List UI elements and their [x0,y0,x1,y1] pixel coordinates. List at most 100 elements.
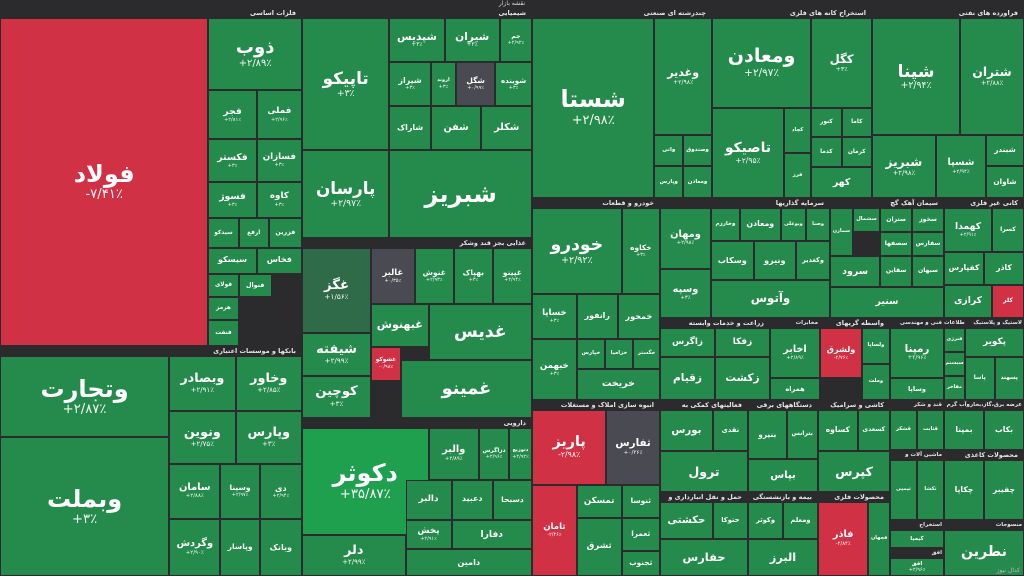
stock-tile[interactable]: ثشرق [576,517,622,576]
stock-tile[interactable]: نقدی [712,410,748,451]
stock-tile[interactable]: کاذر [984,252,1024,285]
stock-tile[interactable]: ونوین +۲/۷۵٪ [169,411,236,464]
stock-tile[interactable]: وغدیر +۲/۹۸٪ [654,18,712,135]
stock-tile[interactable]: خبهمن +۳٪ [532,338,577,400]
stock-tile[interactable]: شپنا +۲/۹۴٪ [872,18,961,135]
stock-tile[interactable]: رمپنا +۲/۹۶٪ [890,328,944,379]
stock-tile[interactable]: کیمیا [890,530,944,548]
stock-tile[interactable]: دسبحا [492,479,532,520]
stock-tile[interactable]: فنوال [238,273,272,297]
stock-tile[interactable]: قشکر [890,410,917,450]
stock-tile[interactable]: زاگرس [660,328,715,357]
stock-tile[interactable]: پارسان +۲/۹۷٪ [302,150,390,238]
stock-tile[interactable]: کاوه +۳٪ [256,182,302,219]
stock-tile[interactable]: فاذر -۲/۸۴٪ [818,502,869,576]
stock-tile[interactable]: دی +۲/۹۴٪ [259,463,302,519]
stock-tile[interactable]: فولاد -۷/۴۱٪ [0,18,209,346]
stock-tile[interactable]: وسکاب [711,241,754,280]
stock-tile[interactable]: خمحور [617,294,660,339]
stock-tile[interactable]: پخش +۲/۹۱٪ [405,519,452,550]
stock-tile[interactable]: خپارس [576,338,605,370]
stock-tile[interactable]: سمازن [830,208,853,257]
stock-tile[interactable]: فجر +۲/۸۱٪ [208,90,257,140]
stock-tile[interactable]: اروند +۳٪ [430,62,457,106]
stock-tile[interactable]: شبریز [389,150,532,238]
stock-tile[interactable]: خزامیا [604,338,634,370]
stock-tile[interactable]: شکلر [481,106,532,150]
stock-tile[interactable]: فنرژی [944,328,965,352]
stock-tile[interactable]: شبریز +۲/۹۸٪ [872,135,936,198]
stock-tile[interactable]: وبانک [259,518,302,576]
stock-tile[interactable]: جم +۲/۹۲٪ [499,18,532,62]
stock-tile[interactable]: پکویر [965,328,1024,357]
stock-tile[interactable]: کسرا [992,208,1024,252]
stock-tile[interactable]: ومعلم [783,502,818,539]
stock-tile[interactable]: شستا +۲/۹۸٪ [532,18,655,198]
stock-tile[interactable]: ثجنوب [621,551,660,576]
stock-tile[interactable]: واتی [654,135,684,166]
stock-tile[interactable]: ولشرق -۲/۷۶٪ [820,328,862,379]
stock-tile[interactable]: اخابر +۲/۸۹٪ [770,328,820,379]
stock-tile[interactable]: قثابت [917,410,944,450]
stock-tile[interactable]: حتوکا [712,502,748,539]
stock-tile[interactable]: وپاسار [220,518,260,576]
stock-tile[interactable]: دعبید [451,479,493,520]
stock-tile[interactable]: وپارس [654,165,684,198]
stock-tile[interactable]: کسعدی [857,410,890,451]
stock-tile[interactable]: وکوثر [748,502,783,539]
stock-tile[interactable]: بپاس [748,459,818,492]
stock-tile[interactable]: سقاین [880,256,913,288]
stock-tile[interactable]: کپرس [818,451,890,492]
stock-tile[interactable]: البرز [748,539,818,576]
stock-tile[interactable]: سخوز [912,208,944,233]
stock-tile[interactable]: کرازی [944,285,992,318]
stock-tile[interactable]: والبر +۲/۸۹٪ [428,428,480,480]
stock-tile[interactable]: شفن [430,106,482,150]
stock-tile[interactable]: شتران +۲/۸۸٪ [960,18,1024,135]
stock-tile[interactable]: فکستر +۳٪ [208,139,257,182]
stock-tile[interactable]: وسپه +۳٪ [660,268,711,318]
stock-tile[interactable]: شیفته +۲/۹۹٪ [302,333,371,376]
stock-tile[interactable]: وساپا [890,378,944,400]
stock-tile[interactable]: فسازان +۳٪ [256,139,302,182]
stock-tile[interactable]: فخاس [256,247,302,274]
stock-tile[interactable]: ومعادن [739,208,781,241]
stock-tile[interactable]: بترانس [786,410,818,460]
stock-tile[interactable]: غنوش +۲/۹۳٪ [414,248,454,305]
stock-tile[interactable]: ومعادن +۲/۹۷٪ [712,18,812,108]
stock-tile[interactable]: تپمپی [890,460,917,520]
stock-tile[interactable]: غدیس [428,304,532,361]
stock-tile[interactable]: کوچین +۳٪ [302,375,371,418]
stock-tile[interactable]: کهر [811,167,872,198]
stock-tile[interactable]: ثنوسا [621,484,660,518]
stock-tile[interactable]: تکشا [917,460,944,520]
stock-tile[interactable]: دالبر [405,479,452,520]
stock-tile[interactable]: وصندوق [683,135,712,166]
stock-tile[interactable]: خودرو +۲/۹۲٪ [532,208,622,295]
stock-tile[interactable]: خریخت [576,369,660,400]
stock-tile[interactable]: دفارا [451,519,532,550]
stock-tile[interactable]: کهمدا +۲/۹۱٪ [944,208,992,252]
stock-tile[interactable]: وآتوس [711,279,830,318]
stock-tile[interactable]: سیسکو [208,247,257,274]
stock-tile[interactable]: سیستم [944,351,965,376]
stock-tile[interactable]: شاراک [389,106,431,150]
stock-tile[interactable]: ولساپا [862,328,890,364]
stock-tile[interactable]: وکغدیر [796,241,830,280]
stock-tile[interactable]: کچاد [784,108,812,153]
stock-tile[interactable]: سامان +۲/۸۸٪ [169,463,221,519]
stock-tile[interactable]: سرود [830,256,881,288]
stock-tile[interactable]: حفارس [660,539,748,576]
stock-tile[interactable]: غبهنوش [371,304,429,347]
stock-tile[interactable]: وملت [862,364,890,400]
stock-tile[interactable]: ثعمرا [621,517,660,552]
stock-tile[interactable]: غالبر +۰/۳۵٪ [371,248,415,305]
stock-tile[interactable]: کاما [841,108,872,137]
stock-tile[interactable]: بمپنا [944,410,984,450]
stock-tile[interactable]: وگردش +۲/۹۰٪ [169,518,221,576]
stock-tile[interactable]: غمینو [400,360,532,418]
stock-tile[interactable]: فسوژ +۳٪ [208,182,257,219]
stock-tile[interactable]: ذوب +۲/۸۹٪ [208,18,302,91]
stock-tile[interactable]: سصفها [880,232,913,257]
stock-tile[interactable]: شپدیس +۳٪ [389,18,445,62]
